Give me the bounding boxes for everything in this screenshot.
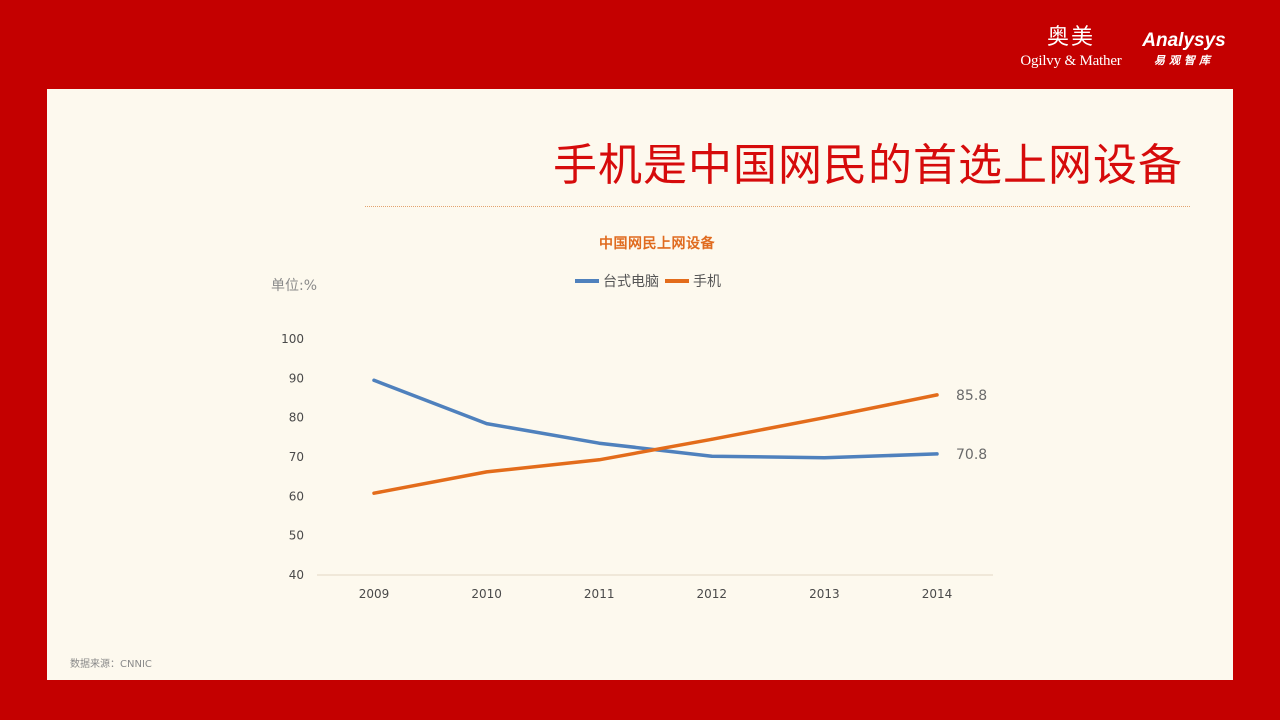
x-tick-label: 2011 [584,587,615,601]
data-point [822,416,826,420]
line-chart: 40 50 60 70 80 90 100 2009 2010 2011 2012 2013 2014 7… [281,332,993,601]
y-tick-label: 70 [289,450,304,464]
ogilvy-logo-en: Ogilvy & Mather [1020,53,1122,69]
legend-label-desktop: 台式电脑 [603,274,659,290]
unit-label: 单位:% [271,278,318,294]
data-point [597,458,601,462]
data-point [372,378,376,382]
chart-title: 中国网民上网设备 [599,236,715,252]
end-value-label-mobile: 85.8 [956,388,987,404]
source-note: 数据来源：CNNIC [70,659,152,670]
data-point [485,422,489,426]
data-point [935,452,939,456]
data-point [372,491,376,495]
data-point [710,437,714,441]
analysys-logo-cn: 易观智库 [1154,54,1214,67]
legend-item-mobile: 手机 [665,271,721,291]
ogilvy-logo-cn: 奥美 [1046,25,1095,50]
x-tick-label: 2009 [359,587,390,601]
data-point [597,441,601,445]
y-tick-label: 40 [289,568,304,582]
content-panel: 手机是中国网民的首选上网设备 中国网民上网设备 台式电脑 手机 单位:% 40 5… [47,89,1233,680]
ogilvy-logo: 奥美 Ogilvy & Mather [1012,24,1130,70]
chart-legend: 台式电脑 手机 [575,271,727,291]
data-point [822,456,826,460]
y-tick-label: 80 [289,411,304,425]
series-line-mobile [372,393,939,495]
end-value-label-desktop: 70.8 [956,447,987,463]
x-tick-label: 2013 [809,587,840,601]
legend-swatch-desktop [575,279,599,283]
y-tick-label: 60 [289,489,304,503]
x-tick-label: 2010 [471,587,502,601]
legend-swatch-mobile [665,279,689,283]
series-line-desktop [372,378,939,460]
x-tick-label: 2014 [922,587,953,601]
data-point [935,393,939,397]
data-point [710,454,714,458]
x-tick-label: 2012 [697,587,728,601]
legend-label-mobile: 手机 [693,274,721,290]
legend-item-desktop: 台式电脑 [575,271,659,291]
analysys-logo: Analysys 易观智库 [1134,28,1234,68]
y-tick-label: 50 [289,529,304,543]
slide-title: 手机是中国网民的首选上网设备 [553,140,1183,191]
title-divider [365,206,1190,207]
data-point [485,470,489,474]
y-tick-label: 90 [289,371,304,385]
y-tick-label: 100 [281,332,304,346]
analysys-logo-en: Analysys [1142,30,1226,51]
